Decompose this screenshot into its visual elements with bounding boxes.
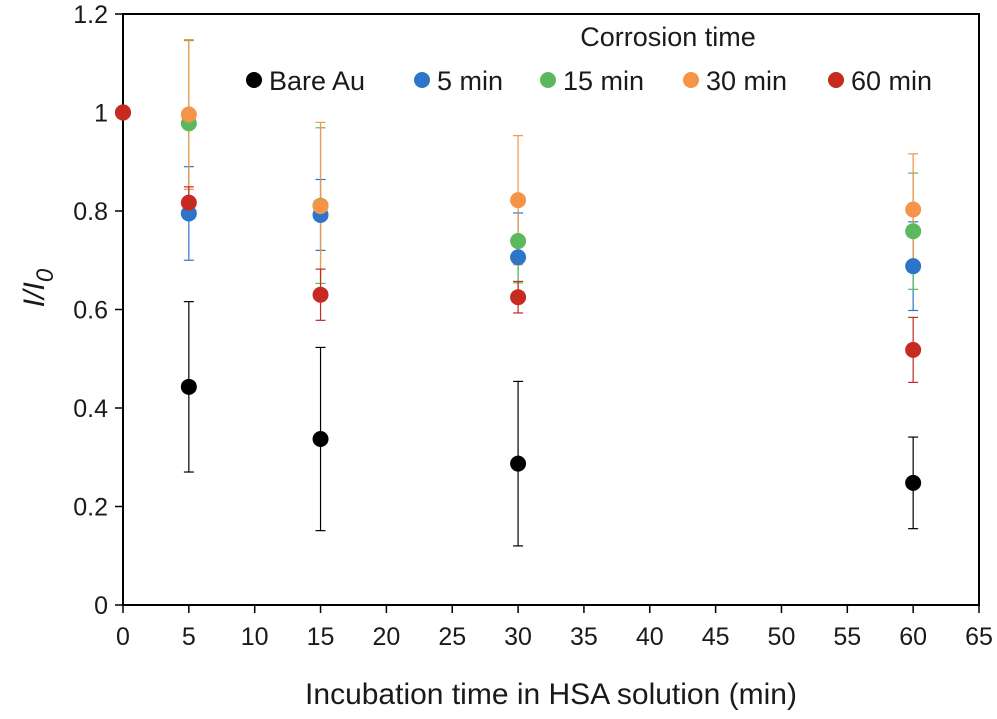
data-point [115,104,131,121]
data-point [510,455,527,472]
y-tick-label: 0.4 [73,395,108,423]
y-tick-label: 1.2 [73,1,108,29]
legend-marker [246,72,262,88]
legend-title: Corrosion time [580,22,756,52]
data-point [905,223,922,240]
x-tick-label: 50 [768,623,796,651]
data-point [312,286,329,303]
data-point [905,201,922,218]
data-point [905,258,922,275]
error-bars [183,39,919,547]
legend-marker [828,72,844,88]
x-tick-label: 30 [504,623,532,651]
y-tick-label: 1 [94,100,108,128]
y-axis-title-main: I/I [18,282,51,307]
y-tick-label: 0 [94,592,108,620]
x-tick-label: 55 [833,623,861,651]
x-tick-label: 65 [965,623,993,651]
x-tick-label: 40 [636,623,664,651]
x-tick-label: 60 [899,623,927,651]
data-point [510,192,527,209]
data-point [180,194,197,211]
x-tick-label: 15 [307,623,335,651]
legend-label: Bare Au [269,66,365,96]
x-tick-label: 0 [116,623,130,651]
x-tick-label: 20 [372,623,400,651]
y-axis-title: I/I0 [18,268,59,307]
x-tick-label: 10 [241,623,269,651]
data-points [115,104,922,491]
legend-marker [414,72,430,88]
data-point [510,233,527,250]
data-point [180,106,197,123]
y-axis-title-subscript: 0 [32,268,59,282]
x-tick-label: 5 [182,623,196,651]
data-point [312,431,329,448]
legend-label: 30 min [706,66,787,96]
data-point [180,378,197,395]
x-tick-label: 35 [570,623,598,651]
legend: Bare Au 5 min 15 min 30 min 60 min [246,66,932,96]
y-tick-label: 0.8 [73,198,108,226]
legend-label: 15 min [563,66,644,96]
y-tick-label: 0.2 [73,494,108,522]
x-axis-title: Incubation time in HSA solution (min) [305,678,797,711]
y-tick-label: 0.6 [73,297,108,325]
axis-ticks: 0 5 10 15 20 25 30 35 40 45 50 55 60 65 0 0.2 0.4 0.6 0.8 1… [73,1,993,651]
legend-marker [683,72,699,88]
legend-marker [540,72,556,88]
data-point [510,289,527,306]
data-point [510,249,527,266]
plot-frame [122,13,980,606]
data-point [905,341,922,358]
data-point [312,198,329,215]
data-point [905,474,922,491]
legend-label: 60 min [851,66,932,96]
x-tick-label: 45 [702,623,730,651]
x-tick-label: 25 [438,623,466,651]
legend-label: 5 min [437,66,503,96]
